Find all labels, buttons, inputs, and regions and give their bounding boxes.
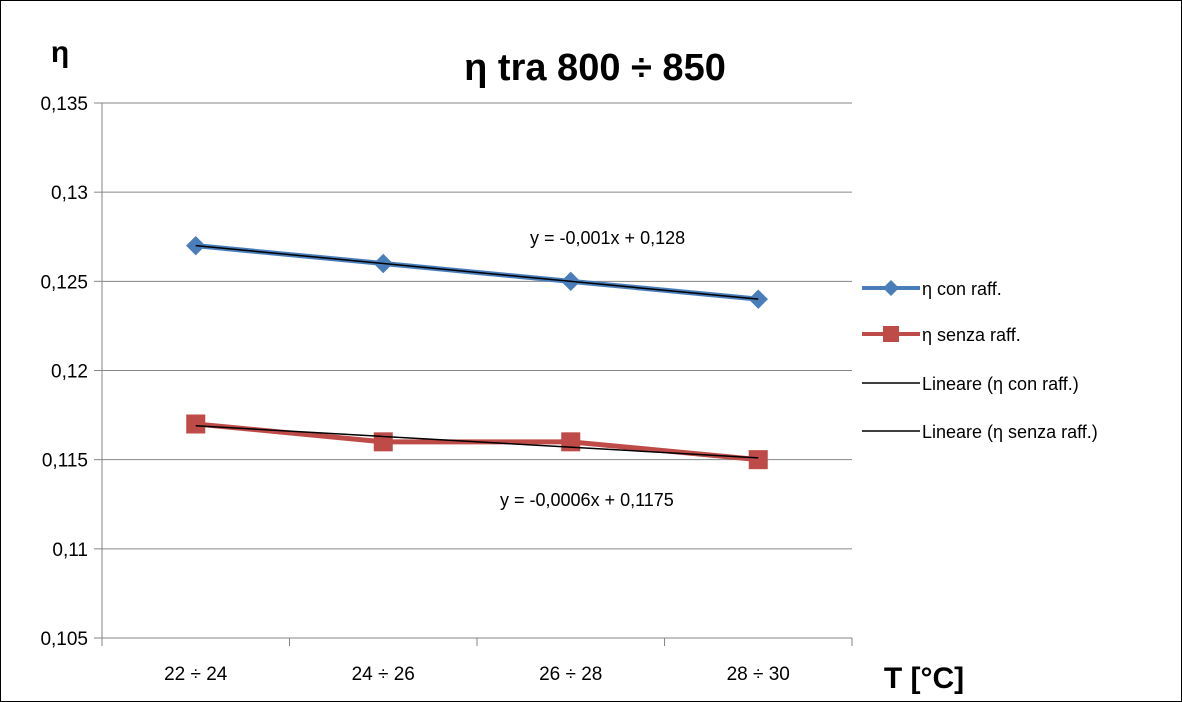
- x-tick-label: 28 ÷ 30: [727, 664, 790, 685]
- x-tick-label: 26 ÷ 28: [539, 664, 602, 685]
- x-axis-title: T [°C]: [884, 662, 964, 695]
- legend-marker-diamond: [883, 280, 899, 296]
- legend-label-lineare-con-raff: Lineare (η con raff.): [922, 374, 1079, 394]
- x-tick-label: 24 ÷ 26: [352, 664, 415, 685]
- legend-label-senza-raff: η senza raff.: [922, 325, 1021, 345]
- legend-item-senza-raff: η senza raff.: [862, 325, 1021, 345]
- axes: [101, 103, 853, 646]
- y-tick-label: 0,135: [40, 94, 88, 115]
- trendline-senza-raff: [195, 425, 759, 459]
- data-point: [748, 289, 768, 309]
- y-tick-label: 0,12: [51, 362, 88, 383]
- legend-item-lineare-con-raff: Lineare (η con raff.): [862, 374, 1079, 394]
- x-tick-labels: 22 ÷ 24 24 ÷ 26 26 ÷ 28 28 ÷ 30: [164, 664, 790, 685]
- y-tick-label: 0,115: [42, 451, 88, 472]
- y-tick-labels: 0,105 0,11 0,115 0,12 0,125 0,13 0,135: [40, 94, 88, 650]
- y-tick-label: 0,11: [52, 540, 88, 561]
- data-point: [186, 414, 206, 434]
- legend-item-con-raff: η con raff.: [862, 279, 1002, 299]
- trendline-con-raff: [195, 244, 759, 300]
- x-tick-label: 22 ÷ 24: [164, 664, 228, 685]
- legend-label-lineare-senza-raff: Lineare (η senza raff.): [922, 422, 1098, 442]
- gridlines: [94, 102, 852, 639]
- series-layer: [186, 235, 768, 470]
- data-point: [748, 450, 768, 470]
- legend-item-lineare-senza-raff: Lineare (η senza raff.): [862, 422, 1098, 442]
- y-tick-label: 0,105: [40, 629, 88, 650]
- trendline-layer: [195, 244, 759, 459]
- chart-title: η tra 800 ÷ 850: [464, 47, 726, 89]
- y-axis-title: η: [51, 36, 69, 69]
- y-tick-label: 0,125: [40, 272, 88, 293]
- legend-label-con-raff: η con raff.: [922, 279, 1002, 299]
- legend: η con raff. η senza raff. Lineare (η con…: [862, 279, 1098, 442]
- legend-marker-square: [883, 326, 899, 342]
- y-tick-label: 0,13: [51, 183, 88, 204]
- trendline-equation-con-raff: y = -0,001x + 0,128: [530, 228, 685, 248]
- trendline-equation-senza-raff: y = -0,0006x + 0,1175: [500, 490, 674, 510]
